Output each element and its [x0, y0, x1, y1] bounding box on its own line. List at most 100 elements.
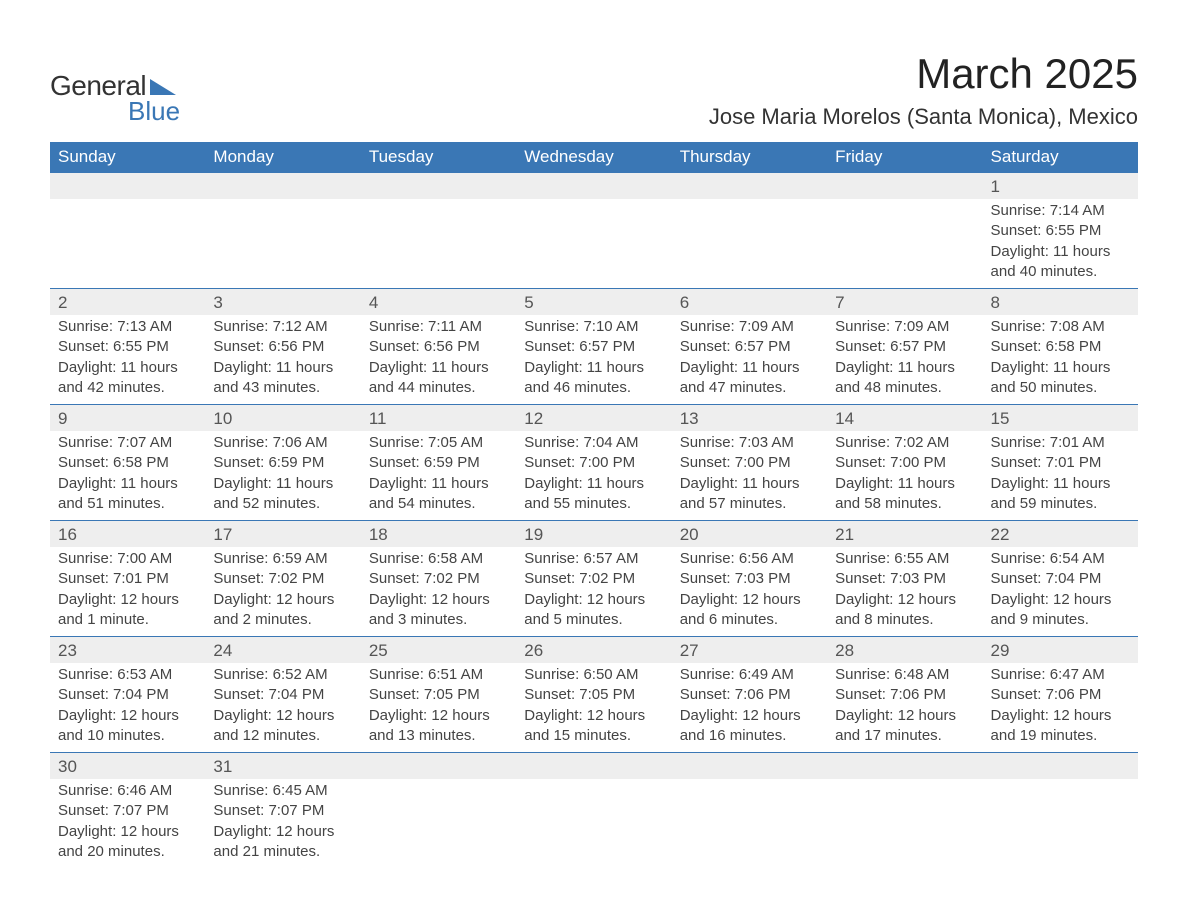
day-number-cell: 16: [50, 521, 205, 548]
day-number-cell: 5: [516, 289, 671, 316]
title-block: March 2025 Jose Maria Morelos (Santa Mon…: [709, 50, 1138, 130]
day-data-cell: [50, 199, 205, 289]
page-title: March 2025: [709, 50, 1138, 98]
sunrise-text: Sunrise: 6:55 AM: [835, 549, 974, 569]
sunrise-text: Sunrise: 7:07 AM: [58, 433, 197, 453]
sunrise-text: Sunrise: 6:54 AM: [991, 549, 1130, 569]
day-number-row: 2345678: [50, 289, 1138, 316]
daylight-text: Daylight: 11 hours and 55 minutes.: [524, 474, 663, 515]
day-data-cell: Sunrise: 6:50 AMSunset: 7:05 PMDaylight:…: [516, 663, 671, 753]
day-data-cell: Sunrise: 6:53 AMSunset: 7:04 PMDaylight:…: [50, 663, 205, 753]
day-number-cell: [983, 753, 1138, 780]
day-data-cell: Sunrise: 7:07 AMSunset: 6:58 PMDaylight:…: [50, 431, 205, 521]
sunset-text: Sunset: 7:01 PM: [58, 569, 197, 589]
sunrise-text: Sunrise: 7:06 AM: [213, 433, 352, 453]
sunrise-text: Sunrise: 7:13 AM: [58, 317, 197, 337]
day-number-cell: 27: [672, 637, 827, 664]
sunrise-text: Sunrise: 6:45 AM: [213, 781, 352, 801]
sunset-text: Sunset: 7:02 PM: [213, 569, 352, 589]
daylight-text: Daylight: 11 hours and 44 minutes.: [369, 358, 508, 399]
weekday-header: Thursday: [672, 142, 827, 173]
day-number-row: 16171819202122: [50, 521, 1138, 548]
sunrise-text: Sunrise: 6:48 AM: [835, 665, 974, 685]
sunrise-text: Sunrise: 6:58 AM: [369, 549, 508, 569]
location-subtitle: Jose Maria Morelos (Santa Monica), Mexic…: [709, 104, 1138, 130]
calendar-table: SundayMondayTuesdayWednesdayThursdayFrid…: [50, 142, 1138, 868]
day-data-cell: Sunrise: 7:09 AMSunset: 6:57 PMDaylight:…: [827, 315, 982, 405]
day-number-cell: 1: [983, 173, 1138, 200]
day-data-cell: [516, 779, 671, 868]
daylight-text: Daylight: 11 hours and 51 minutes.: [58, 474, 197, 515]
day-data-row: Sunrise: 7:13 AMSunset: 6:55 PMDaylight:…: [50, 315, 1138, 405]
day-data-cell: [827, 779, 982, 868]
day-number-cell: 25: [361, 637, 516, 664]
daylight-text: Daylight: 12 hours and 19 minutes.: [991, 706, 1130, 747]
weekday-header: Wednesday: [516, 142, 671, 173]
sunrise-text: Sunrise: 6:47 AM: [991, 665, 1130, 685]
day-data-cell: [827, 199, 982, 289]
sunrise-text: Sunrise: 7:12 AM: [213, 317, 352, 337]
day-number-cell: 28: [827, 637, 982, 664]
daylight-text: Daylight: 12 hours and 12 minutes.: [213, 706, 352, 747]
day-data-row: Sunrise: 6:53 AMSunset: 7:04 PM Daylight:…: [50, 663, 1138, 753]
sunset-text: Sunset: 7:03 PM: [835, 569, 974, 589]
day-number-cell: [827, 753, 982, 780]
day-data-cell: Sunrise: 6:55 AMSunset: 7:03 PMDaylight:…: [827, 547, 982, 637]
day-data-cell: Sunrise: 7:11 AMSunset: 6:56 PMDaylight:…: [361, 315, 516, 405]
daylight-text: Daylight: 12 hours and 20 minutes.: [58, 822, 197, 863]
sunrise-text: Sunrise: 6:59 AM: [213, 549, 352, 569]
daylight-text: Daylight: 11 hours and 42 minutes.: [58, 358, 197, 399]
day-number-cell: 26: [516, 637, 671, 664]
daylight-text: Daylight: 12 hours and 8 minutes.: [835, 590, 974, 631]
day-data-cell: Sunrise: 7:06 AMSunset: 6:59 PMDaylight:…: [205, 431, 360, 521]
sunset-text: Sunset: 6:58 PM: [991, 337, 1130, 357]
day-number-row: 9101112131415: [50, 405, 1138, 432]
day-number-cell: 13: [672, 405, 827, 432]
day-number-cell: [516, 753, 671, 780]
day-number-row: 1: [50, 173, 1138, 200]
day-data-cell: Sunrise: 6:45 AMSunset: 7:07 PMDaylight:…: [205, 779, 360, 868]
sunset-text: Sunset: 7:03 PM: [680, 569, 819, 589]
day-data-cell: Sunrise: 6:52 AMSunset: 7:04 PMDaylight:…: [205, 663, 360, 753]
day-data-cell: [672, 779, 827, 868]
daylight-text: Daylight: 11 hours and 57 minutes.: [680, 474, 819, 515]
daylight-text: Daylight: 12 hours and 5 minutes.: [524, 590, 663, 631]
day-number-cell: [672, 753, 827, 780]
daylight-text: Daylight: 12 hours and 16 minutes.: [680, 706, 819, 747]
day-number-cell: 29: [983, 637, 1138, 664]
sunrise-text: Sunrise: 7:10 AM: [524, 317, 663, 337]
sunset-text: Sunset: 7:04 PM: [58, 685, 197, 705]
daylight-text: Daylight: 12 hours and 3 minutes.: [369, 590, 508, 631]
logo-text-blue: Blue: [128, 96, 180, 127]
sunset-text: Sunset: 6:55 PM: [58, 337, 197, 357]
day-number-cell: 2: [50, 289, 205, 316]
sunset-text: Sunset: 6:59 PM: [213, 453, 352, 473]
day-data-cell: [516, 199, 671, 289]
weekday-header: Monday: [205, 142, 360, 173]
sunrise-text: Sunrise: 7:09 AM: [680, 317, 819, 337]
day-number-cell: 11: [361, 405, 516, 432]
day-data-cell: [361, 199, 516, 289]
daylight-text: Daylight: 12 hours and 6 minutes.: [680, 590, 819, 631]
day-data-cell: Sunrise: 7:01 AMSunset: 7:01 PMDaylight:…: [983, 431, 1138, 521]
day-number-cell: 17: [205, 521, 360, 548]
sunset-text: Sunset: 7:02 PM: [369, 569, 508, 589]
sunset-text: Sunset: 6:57 PM: [680, 337, 819, 357]
daylight-text: Daylight: 11 hours and 50 minutes.: [991, 358, 1130, 399]
sunset-text: Sunset: 6:57 PM: [835, 337, 974, 357]
sunrise-text: Sunrise: 7:04 AM: [524, 433, 663, 453]
logo-triangle-icon: [150, 77, 176, 95]
day-number-cell: [827, 173, 982, 200]
day-data-row: Sunrise: 7:07 AMSunset: 6:58 PMDaylight:…: [50, 431, 1138, 521]
daylight-text: Daylight: 11 hours and 59 minutes.: [991, 474, 1130, 515]
day-data-cell: Sunrise: 7:03 AMSunset: 7:00 PMDaylight:…: [672, 431, 827, 521]
sunrise-text: Sunrise: 6:53 AM: [58, 665, 197, 685]
day-number-cell: 10: [205, 405, 360, 432]
day-number-cell: 24: [205, 637, 360, 664]
sunset-text: Sunset: 7:00 PM: [524, 453, 663, 473]
weekday-header: Saturday: [983, 142, 1138, 173]
day-number-cell: 20: [672, 521, 827, 548]
daylight-text: Daylight: 11 hours and 52 minutes.: [213, 474, 352, 515]
sunrise-text: Sunrise: 6:49 AM: [680, 665, 819, 685]
day-data-cell: [672, 199, 827, 289]
